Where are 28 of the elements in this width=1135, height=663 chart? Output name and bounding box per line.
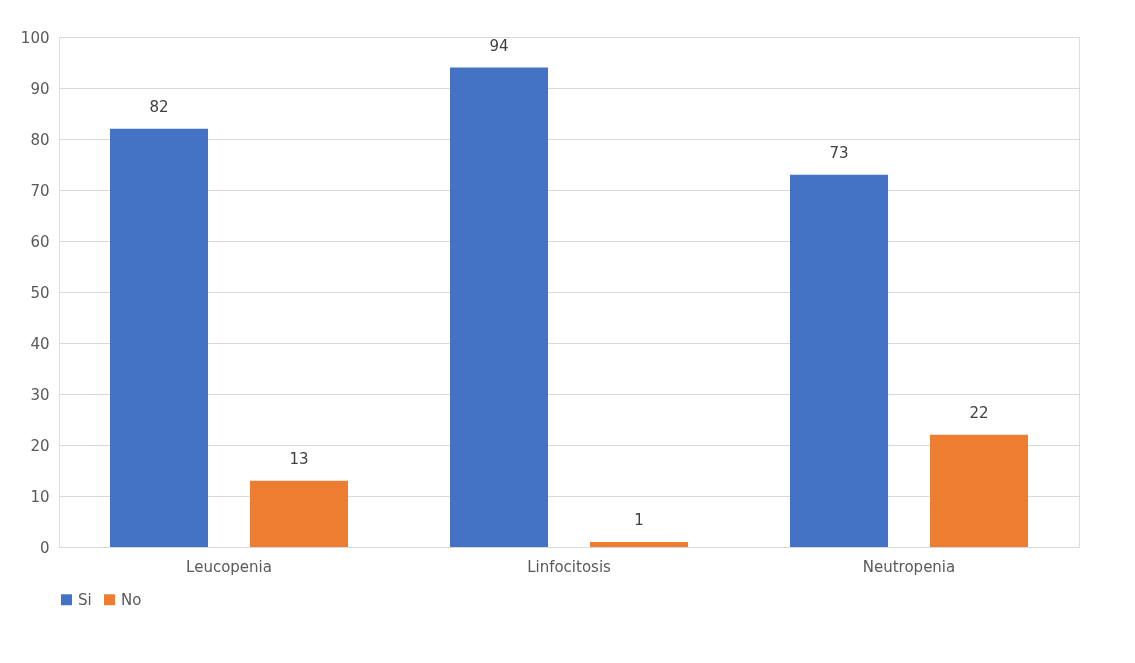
y-tick-label: 20 — [30, 436, 50, 455]
data-label: 1 — [634, 510, 644, 529]
x-tick-label: Neutropenia — [862, 557, 956, 576]
y-tick-label: 70 — [30, 181, 50, 200]
x-tick-label: Linfocitosis — [527, 557, 612, 576]
data-label: 22 — [969, 403, 989, 422]
y-tick-label: 90 — [30, 79, 50, 98]
data-label: 13 — [289, 449, 309, 468]
bar — [450, 67, 548, 547]
y-tick-label: 30 — [30, 385, 50, 404]
bar — [110, 128, 208, 547]
data-label: 82 — [149, 97, 169, 116]
bar — [590, 541, 688, 547]
data-label: 94 — [489, 36, 509, 55]
y-tick-label: 40 — [30, 334, 50, 353]
data-label: 73 — [829, 143, 849, 162]
y-tick-label: 80 — [30, 130, 50, 149]
bar — [250, 480, 348, 547]
legend-label: No — [121, 590, 142, 609]
bar — [790, 174, 888, 547]
y-tick-label: 0 — [39, 538, 50, 557]
x-tick-label: Leucopenia — [186, 557, 272, 576]
bar — [930, 434, 1028, 547]
y-tick-label: 50 — [30, 283, 50, 302]
legend-label: Si — [78, 590, 92, 609]
y-tick-label: 10 — [30, 487, 50, 506]
y-tick-label: 60 — [30, 232, 50, 251]
y-tick-label: 100 — [20, 28, 50, 47]
